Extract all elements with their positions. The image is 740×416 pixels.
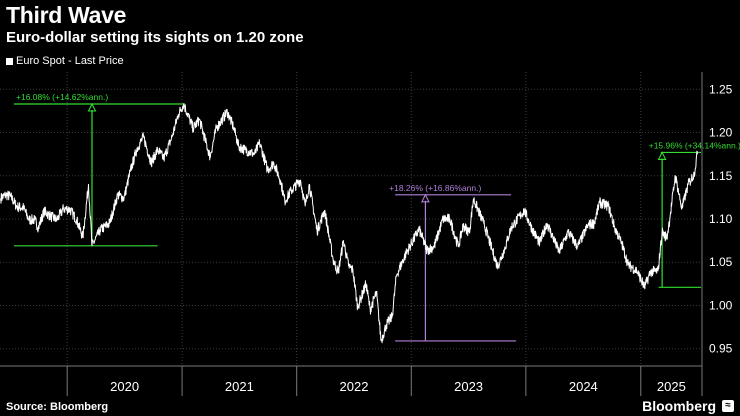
x-tick-label: 2020 bbox=[110, 379, 139, 394]
x-tick-label: 2023 bbox=[454, 379, 483, 394]
annotation-label: +18.26% (+16.86%ann.) bbox=[389, 183, 481, 193]
series-line-euro-spot bbox=[0, 103, 699, 344]
legend-label: Euro Spot - Last Price bbox=[16, 55, 124, 67]
y-tick-label: 1.05 bbox=[709, 255, 733, 269]
annotation-arrowhead bbox=[657, 151, 667, 160]
x-tick-label: 2025 bbox=[657, 379, 686, 394]
y-tick-label: 1.10 bbox=[709, 212, 733, 226]
legend-swatch bbox=[6, 57, 13, 65]
chart-subtitle: Euro-dollar setting its sights on 1.20 z… bbox=[6, 29, 304, 46]
x-tick-label: 2022 bbox=[340, 379, 369, 394]
x-tick-label: 2021 bbox=[225, 379, 254, 394]
annotation-arrowhead bbox=[87, 102, 97, 112]
y-tick-label: 1.00 bbox=[709, 298, 733, 312]
y-tick-label: 1.25 bbox=[709, 82, 733, 96]
annotation-arrowhead bbox=[421, 193, 430, 203]
brand-logo-text: Bloomberg bbox=[642, 398, 716, 414]
y-tick-label: 1.20 bbox=[709, 126, 733, 140]
chart-title: Third Wave bbox=[6, 2, 127, 28]
source-note: Source: Bloomberg bbox=[6, 401, 109, 413]
chart-legend: Euro Spot - Last Price bbox=[6, 55, 124, 67]
x-tick-label: 2024 bbox=[569, 379, 598, 394]
annotation-label: +15.96% (+34.14%ann.) bbox=[649, 140, 740, 150]
y-tick-label: 1.15 bbox=[709, 169, 733, 183]
brand-mark-icon: ≈ bbox=[722, 400, 734, 412]
annotation-label: +16.08% (+14.62%ann.) bbox=[16, 92, 108, 102]
y-tick-label: 0.95 bbox=[709, 342, 733, 356]
